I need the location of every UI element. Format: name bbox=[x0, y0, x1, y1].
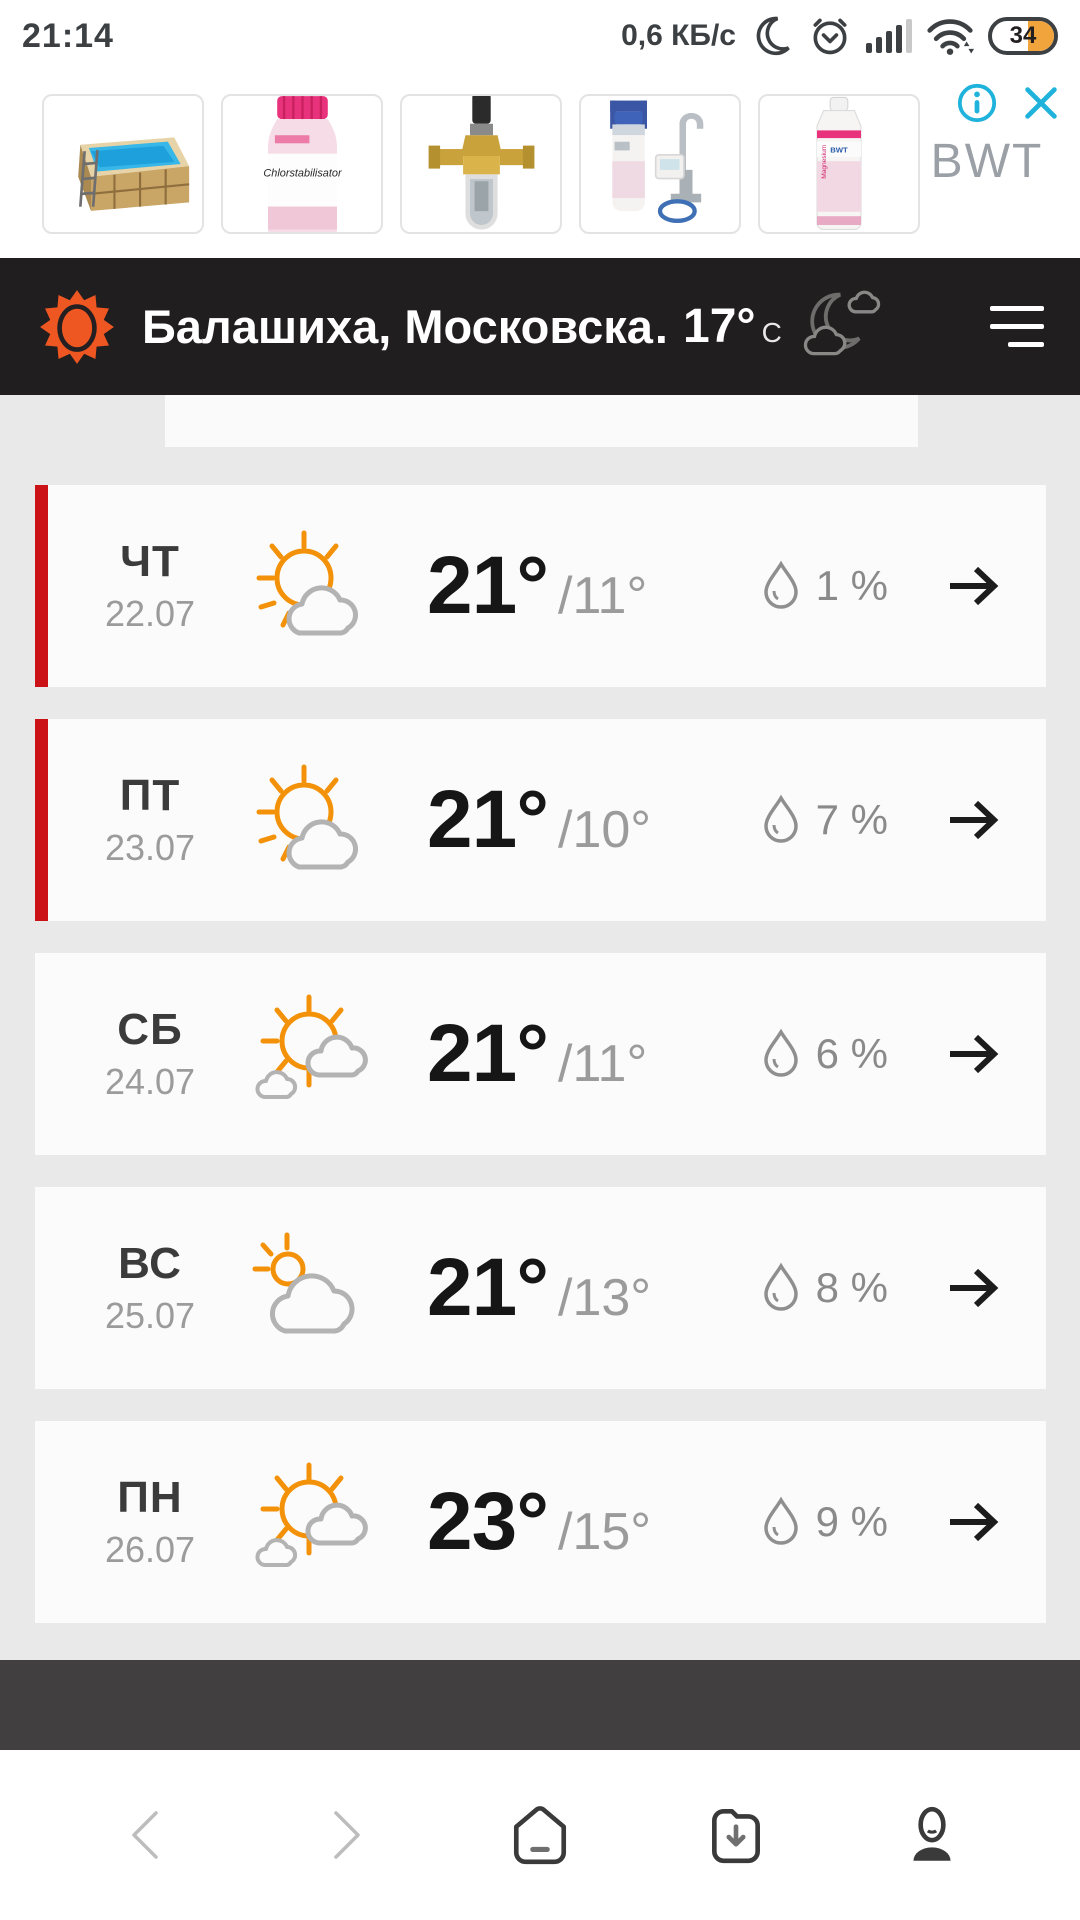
precipitation-probability: 9 % bbox=[815, 1498, 888, 1545]
precipitation-probability: 1 % bbox=[815, 562, 888, 609]
wooden-pool-image bbox=[78, 137, 190, 211]
forecast-content: ЧТ 22.07 21° /11° bbox=[0, 395, 1080, 1660]
ad-brand-label[interactable]: BWT bbox=[930, 135, 1044, 188]
precipitation-probability: 8 % bbox=[815, 1264, 888, 1311]
forecast-row-sunday[interactable]: ВС 25.07 21° /13° 8 % bbox=[35, 1187, 1046, 1389]
temperature-unit: C bbox=[761, 316, 782, 348]
svg-text:Magnesium: Magnesium bbox=[821, 144, 828, 179]
ad-product-filter-faucet[interactable] bbox=[579, 94, 741, 234]
menu-hamburger-icon[interactable] bbox=[990, 306, 1044, 347]
row-detail-arrow-icon[interactable] bbox=[946, 798, 1002, 842]
svg-text:BWT: BWT bbox=[830, 145, 848, 154]
nav-profile-button[interactable] bbox=[892, 1795, 972, 1875]
droplet-icon bbox=[758, 1496, 804, 1548]
low-temperature: /10° bbox=[558, 801, 652, 859]
day-label: СБ bbox=[117, 1005, 183, 1054]
day-label: ПТ bbox=[119, 771, 181, 820]
low-temperature: /15° bbox=[558, 1503, 652, 1561]
highlight-red-bar bbox=[35, 719, 48, 921]
night-mode-moon-icon bbox=[750, 14, 794, 58]
brass-filter-valve-image bbox=[428, 96, 534, 230]
row-detail-arrow-icon[interactable] bbox=[946, 1032, 1002, 1076]
row-detail-arrow-icon[interactable] bbox=[946, 564, 1002, 608]
high-temperature: 21° bbox=[427, 774, 549, 865]
filter-with-faucet-image bbox=[610, 100, 704, 223]
day-label: ПН bbox=[117, 1473, 183, 1522]
low-temperature: /11° bbox=[558, 1035, 648, 1093]
ad-product-filter-bottle[interactable]: BWT Magnesium bbox=[758, 94, 920, 234]
nav-home-button[interactable] bbox=[500, 1795, 580, 1875]
high-temperature: 21° bbox=[427, 1008, 549, 1099]
chlorstabilisator-bottle-image: Chlorstabilisator bbox=[263, 96, 342, 232]
alarm-icon bbox=[808, 14, 852, 58]
cell-signal-icon bbox=[866, 19, 912, 53]
date-label: 25.07 bbox=[104, 1295, 196, 1336]
forecast-list: ЧТ 22.07 21° /11° bbox=[35, 485, 1046, 1655]
nav-back-button[interactable] bbox=[108, 1795, 188, 1875]
row-detail-arrow-icon[interactable] bbox=[946, 1266, 1002, 1310]
forecast-row-monday[interactable]: ПН 26.07 23° /15° bbox=[35, 1421, 1046, 1623]
wifi-icon bbox=[926, 15, 974, 57]
date-label: 24.07 bbox=[104, 1061, 196, 1102]
high-temperature: 21° bbox=[427, 1242, 549, 1333]
date-label: 26.07 bbox=[104, 1529, 196, 1570]
forecast-row-thursday[interactable]: ЧТ 22.07 21° /11° bbox=[35, 485, 1046, 687]
nav-forward-button[interactable] bbox=[304, 1795, 384, 1875]
ad-product-brass-valve[interactable] bbox=[400, 94, 562, 234]
date-label: 23.07 bbox=[104, 827, 196, 868]
droplet-icon bbox=[758, 1262, 804, 1314]
network-speed: 0,6 КБ/с bbox=[621, 19, 736, 52]
droplet-icon bbox=[758, 1028, 804, 1080]
droplet-icon bbox=[758, 794, 804, 846]
status-bar: 21:14 0,6 КБ/с bbox=[0, 0, 1080, 72]
low-temperature: /11° bbox=[558, 567, 648, 625]
sun-two-clouds-icon bbox=[247, 1457, 377, 1587]
low-temperature: /13° bbox=[558, 1269, 652, 1327]
highlight-red-bar bbox=[35, 485, 48, 687]
forecast-row-friday[interactable]: ПТ 23.07 21° /10° bbox=[35, 719, 1046, 921]
browser-bottom-nav bbox=[0, 1750, 1080, 1920]
day-label: ЧТ bbox=[120, 537, 180, 586]
app-header: Балашиха, Московска… 17° C bbox=[0, 258, 1080, 395]
location-title[interactable]: Балашиха, Московска… bbox=[142, 300, 667, 353]
ad-banner[interactable]: Chlorstabilisator bbox=[0, 72, 1080, 258]
high-temperature: 23° bbox=[427, 1476, 549, 1567]
clock-time: 21:14 bbox=[22, 16, 114, 55]
droplet-icon bbox=[758, 560, 804, 612]
day-label: ВС bbox=[118, 1239, 182, 1288]
sun-cloud-icon bbox=[247, 521, 377, 651]
scrolled-card-remnant bbox=[165, 395, 918, 447]
battery-icon: 34 bbox=[988, 17, 1058, 55]
date-label: 22.07 bbox=[104, 593, 196, 634]
precipitation-probability: 7 % bbox=[815, 796, 888, 843]
filter-cartridge-bottle-image: BWT Magnesium bbox=[816, 96, 862, 230]
forecast-row-saturday[interactable]: СБ 24.07 21° /11° bbox=[35, 953, 1046, 1155]
cloud-sun-icon bbox=[247, 1223, 377, 1353]
ad-close-icon[interactable] bbox=[1020, 82, 1062, 124]
ad-info-icon[interactable] bbox=[956, 82, 998, 124]
sun-two-clouds-icon bbox=[247, 989, 377, 1119]
ad-product-chlorstabilisator[interactable]: Chlorstabilisator bbox=[221, 94, 383, 234]
row-detail-arrow-icon[interactable] bbox=[946, 1500, 1002, 1544]
ad-product-wooden-frame-pool[interactable] bbox=[42, 94, 204, 234]
svg-text:Chlorstabilisator: Chlorstabilisator bbox=[263, 168, 342, 180]
current-temperature: 17° bbox=[683, 300, 756, 353]
precipitation-probability: 6 % bbox=[815, 1030, 888, 1077]
nav-downloads-button[interactable] bbox=[696, 1795, 776, 1875]
battery-level: 34 bbox=[1009, 22, 1037, 49]
night-weather-moon-cloud-icon bbox=[800, 289, 886, 365]
footer-bar bbox=[0, 1660, 1080, 1750]
sun-cloud-icon bbox=[247, 755, 377, 885]
high-temperature: 21° bbox=[427, 540, 549, 631]
app-logo-sun-icon[interactable] bbox=[36, 286, 118, 368]
